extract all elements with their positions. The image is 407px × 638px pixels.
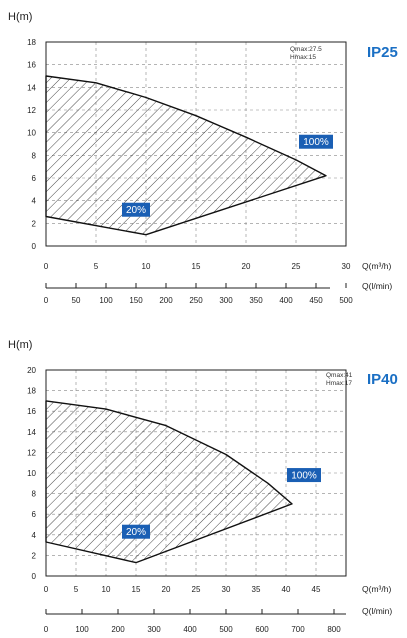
- secondary-tick-label: 500: [339, 296, 353, 305]
- secondary-tick-label: 100: [75, 625, 89, 634]
- y-tick-label: 4: [32, 531, 37, 540]
- secondary-tick-label: 300: [219, 296, 233, 305]
- x-tick-label: 0: [44, 262, 49, 271]
- y-tick-label: 16: [27, 407, 36, 416]
- y-tick-label: 0: [32, 242, 37, 251]
- y-axis-title: H(m): [8, 339, 32, 351]
- secondary-tick-label: 450: [309, 296, 323, 305]
- secondary-tick-label: 300: [147, 625, 161, 634]
- y-tick-label: 10: [27, 469, 36, 478]
- y-tick-label: 16: [27, 61, 36, 70]
- percent-badge-label: 100%: [303, 137, 329, 148]
- y-tick-label: 12: [27, 448, 36, 457]
- secondary-tick-label: 200: [159, 296, 173, 305]
- secondary-tick-label: 350: [249, 296, 263, 305]
- secondary-tick-label: 0: [44, 625, 49, 634]
- percent-badge: [287, 468, 321, 483]
- y-tick-label: 10: [27, 129, 36, 138]
- x-tick-label: 25: [292, 262, 301, 271]
- secondary-tick-label: 100: [99, 296, 113, 305]
- x-tick-label: 30: [342, 262, 351, 271]
- percent-badge: [122, 202, 150, 217]
- percent-badge-label: 100%: [291, 471, 317, 482]
- spec-note: Qmax:41: [326, 372, 353, 379]
- x-tick-label: 20: [162, 585, 171, 594]
- x-tick-label: 30: [222, 585, 231, 594]
- x-tick-label: 5: [74, 585, 79, 594]
- y-tick-label: 8: [32, 490, 37, 499]
- secondary-tick-label: 250: [189, 296, 203, 305]
- x-tick-label: 10: [102, 585, 111, 594]
- y-tick-label: 6: [32, 510, 37, 519]
- y-tick-label: 14: [27, 428, 36, 437]
- y-tick-label: 14: [27, 83, 36, 92]
- x-axis-unit: Q(m³/h): [362, 261, 391, 271]
- y-tick-label: 20: [27, 366, 36, 375]
- x-tick-label: 25: [192, 585, 201, 594]
- y-tick-label: 4: [32, 197, 37, 206]
- secondary-tick-label: 700: [291, 625, 305, 634]
- model-title: IP25: [367, 44, 398, 61]
- x-tick-label: 15: [192, 262, 201, 271]
- x-tick-label: 10: [142, 262, 151, 271]
- y-tick-label: 12: [27, 106, 36, 115]
- x-tick-label: 35: [252, 585, 261, 594]
- secondary-tick-label: 50: [72, 296, 81, 305]
- secondary-tick-label: 200: [111, 625, 125, 634]
- x-tick-label: 45: [312, 585, 321, 594]
- secondary-tick-label: 150: [129, 296, 143, 305]
- percent-badge-label: 20%: [126, 205, 146, 216]
- x-tick-label: 5: [94, 262, 99, 271]
- y-axis-title: H(m): [8, 11, 32, 23]
- y-tick-label: 6: [32, 174, 37, 183]
- secondary-tick-label: 400: [279, 296, 293, 305]
- y-tick-label: 2: [32, 551, 37, 560]
- x-tick-label: 40: [282, 585, 291, 594]
- performance-region: [45, 75, 327, 236]
- secondary-axis-unit: Q(l/min): [362, 281, 392, 291]
- secondary-tick-label: 600: [255, 625, 269, 634]
- y-tick-label: 8: [32, 151, 37, 160]
- secondary-tick-label: 0: [44, 296, 49, 305]
- percent-badge-label: 20%: [126, 527, 146, 538]
- model-title: IP40: [367, 371, 398, 388]
- chart-ip25: H(m) 0 2 4 6 8 10 12 14 16 18 0 5 10 15 20 25 30 Q(m³/h) 0 5…: [8, 11, 398, 305]
- y-tick-label: 18: [27, 38, 36, 47]
- spec-note: Hmax:17: [326, 380, 352, 387]
- percent-badge: [122, 524, 150, 539]
- secondary-axis-unit: Q(l/min): [362, 606, 392, 616]
- percent-badge: [299, 134, 333, 149]
- secondary-tick-label: 400: [183, 625, 197, 634]
- spec-note: Hmax:15: [290, 54, 316, 61]
- y-tick-label: 2: [32, 219, 37, 228]
- spec-note: Qmax:27.5: [290, 46, 322, 53]
- secondary-tick-label: 500: [219, 625, 233, 634]
- x-axis-unit: Q(m³/h): [362, 584, 391, 594]
- x-tick-label: 0: [44, 585, 49, 594]
- performance-region: [45, 400, 293, 564]
- y-tick-label: 18: [27, 387, 36, 396]
- x-tick-label: 15: [132, 585, 141, 594]
- secondary-tick-label: 800: [327, 625, 341, 634]
- y-tick-label: 0: [32, 572, 37, 581]
- x-tick-label: 20: [242, 262, 251, 271]
